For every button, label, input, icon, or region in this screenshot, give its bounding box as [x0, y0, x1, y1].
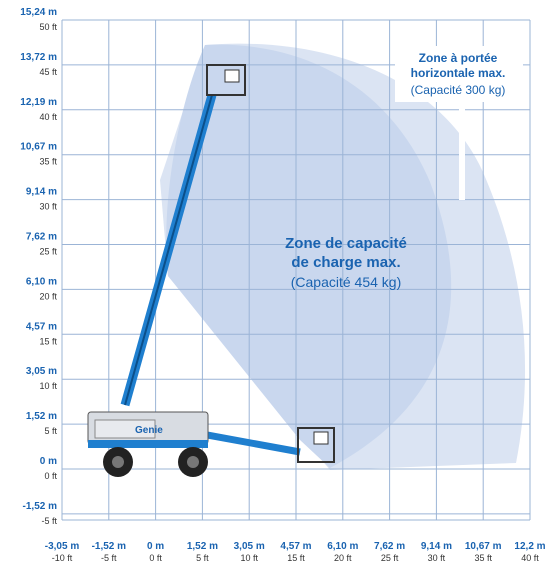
x-label-ft: 20 ft	[334, 553, 352, 563]
y-label-m: 6,10 m	[26, 276, 57, 287]
zone-title: horizontale max.	[411, 66, 506, 80]
x-label-ft: 30 ft	[428, 553, 446, 563]
y-label-m: 4,57 m	[26, 321, 57, 332]
x-label-ft: 5 ft	[196, 553, 209, 563]
x-label-m: 7,62 m	[374, 541, 405, 552]
y-label-m: 0 m	[40, 456, 57, 467]
x-label-ft: 15 ft	[287, 553, 305, 563]
y-label-m: 7,62 m	[26, 232, 57, 243]
y-label-m: 10,67 m	[20, 142, 57, 153]
x-label-m: 9,14 m	[421, 541, 452, 552]
y-label-ft: 50 ft	[39, 22, 57, 32]
x-label-ft: -5 ft	[101, 553, 117, 563]
y-label-m: 13,72 m	[20, 52, 57, 63]
y-label-ft: 30 ft	[39, 202, 57, 212]
x-label-m: 3,05 m	[234, 541, 265, 552]
y-label-ft: -5 ft	[41, 516, 57, 526]
y-label-ft: 45 ft	[39, 67, 57, 77]
x-label-m: 6,10 m	[327, 541, 358, 552]
x-label-m: -3,05 m	[45, 541, 80, 552]
y-label-ft: 5 ft	[44, 426, 57, 436]
zone-title: Zone de capacité	[285, 235, 407, 252]
y-label-m: 1,52 m	[26, 411, 57, 422]
brand: Genie	[135, 425, 163, 436]
x-label-m: 4,57 m	[280, 541, 311, 552]
x-label-ft: -10 ft	[52, 553, 73, 563]
y-label-ft: 20 ft	[39, 291, 57, 301]
y-label-ft: 0 ft	[44, 471, 57, 481]
y-label-m: -1,52 m	[23, 501, 58, 512]
zone-capacity: (Capacité 454 kg)	[291, 274, 402, 290]
y-label-ft: 35 ft	[39, 157, 57, 167]
x-label-m: 0 m	[147, 541, 164, 552]
x-label-m: -1,52 m	[92, 541, 127, 552]
zone-label-box	[395, 46, 523, 102]
zone-title: Zone à portée	[419, 51, 498, 65]
y-label-m: 15,24 m	[20, 7, 57, 18]
x-label-ft: 0 ft	[149, 553, 162, 563]
y-label-ft: 40 ft	[39, 112, 57, 122]
x-label-ft: 25 ft	[381, 553, 399, 563]
machine: Genie	[87, 64, 335, 477]
x-label-ft: 35 ft	[474, 553, 492, 563]
x-label-m: 10,67 m	[465, 541, 502, 552]
y-label-m: 3,05 m	[26, 366, 57, 377]
y-label-m: 12,19 m	[20, 97, 57, 108]
x-label-ft: 10 ft	[240, 553, 258, 563]
y-label-ft: 25 ft	[39, 247, 57, 257]
x-label-m: 12,2 m	[514, 541, 545, 552]
x-label-m: 1,52 m	[187, 541, 218, 552]
x-label-ft: 40 ft	[521, 553, 539, 563]
y-label-m: 9,14 m	[26, 187, 57, 198]
y-label-ft: 15 ft	[39, 336, 57, 346]
y-label-ft: 10 ft	[39, 381, 57, 391]
max-load-zone	[166, 44, 452, 468]
zone-capacity: (Capacité 300 kg)	[411, 83, 506, 97]
zone-title: de charge max.	[291, 254, 400, 271]
